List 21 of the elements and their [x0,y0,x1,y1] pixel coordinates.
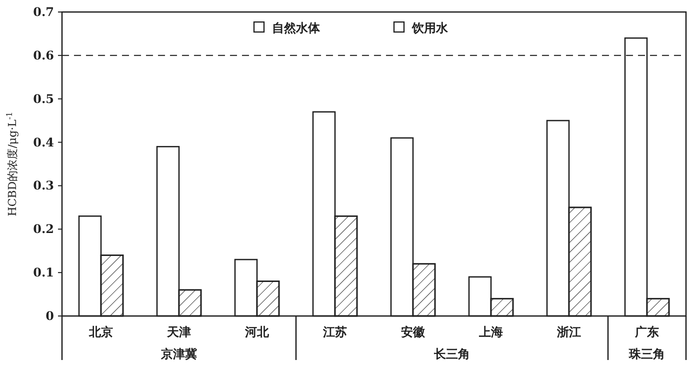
text: 长三角 [433,347,470,361]
x-tick-label: 上海 [478,325,503,339]
text: 珠三角 [628,347,665,361]
x-tick-label: 浙江 [556,325,581,339]
y-tick-label: 0.6 [33,48,54,62]
x-tick-label: 安徽 [401,325,426,339]
y-tick-label: 0.5 [33,92,54,106]
x-tick-label: 河北 [244,325,270,339]
x-tick-label: 江苏 [322,325,347,339]
legend-label: 饮用水 [411,21,449,35]
text: 京津冀 [160,347,197,361]
y-tick-label: 0.4 [33,135,54,150]
y-tick-label: 0.7 [33,5,54,19]
x-tick-label: 北京 [88,325,113,339]
x-tick-label: 天津 [166,325,191,339]
y-tick-label: 0.1 [33,266,54,280]
y-tick-label: 0.3 [33,178,54,193]
y-tick-label: 0 [46,309,54,323]
x-tick-label: 广东 [634,325,659,339]
y-tick-label: 0.2 [33,222,54,236]
legend-label: 自然水体 [272,21,321,35]
